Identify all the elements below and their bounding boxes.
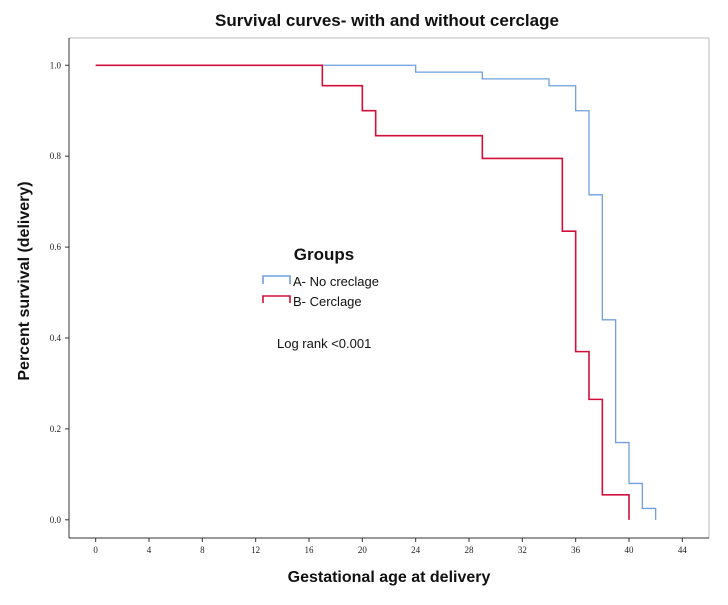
x-tick-label: 36 bbox=[571, 545, 581, 555]
x-tick-label: 40 bbox=[625, 545, 635, 555]
x-axis-label: Gestational age at delivery bbox=[288, 569, 491, 586]
legend: Groups A- No creclage B- Cerclage bbox=[262, 245, 379, 309]
x-ticks: 0 4 8 12 16 20 24 28 32 36 40 44 bbox=[93, 538, 687, 555]
x-tick-label: 44 bbox=[678, 545, 688, 555]
y-tick-label: 0.6 bbox=[50, 242, 62, 252]
y-tick-label: 0.4 bbox=[50, 333, 62, 343]
y-tick-label: 0.2 bbox=[50, 424, 61, 434]
x-tick-label: 16 bbox=[305, 545, 315, 555]
x-tick-label: 0 bbox=[93, 545, 98, 555]
y-axis-label: Percent survival (delivery) bbox=[16, 181, 33, 380]
series-line-cerclage bbox=[95, 64, 630, 520]
x-tick-label: 12 bbox=[251, 545, 260, 555]
y-tick-label: 0.0 bbox=[50, 515, 62, 525]
legend-label-cerclage: B- Cerclage bbox=[293, 294, 362, 309]
x-tick-label: 20 bbox=[358, 545, 368, 555]
legend-title: Groups bbox=[294, 245, 354, 264]
legend-swatch-no-cerclage bbox=[262, 275, 291, 284]
x-tick-label: 24 bbox=[411, 545, 421, 555]
y-tick-label: 0.8 bbox=[50, 151, 62, 161]
legend-swatch-cerclage bbox=[262, 295, 291, 303]
x-tick-label: 28 bbox=[465, 545, 475, 555]
legend-label-no-cerclage: A- No creclage bbox=[293, 274, 379, 289]
chart-title: Survival curves- with and without cercla… bbox=[215, 11, 559, 30]
x-tick-label: 8 bbox=[200, 545, 205, 555]
y-ticks: 0.0 0.2 0.4 0.6 0.8 1.0 bbox=[50, 60, 69, 525]
log-rank-annotation: Log rank <0.001 bbox=[277, 336, 371, 351]
series-layer bbox=[95, 64, 657, 520]
series-line-no-cerclage bbox=[95, 64, 657, 520]
y-tick-label: 1.0 bbox=[50, 60, 62, 70]
x-tick-label: 4 bbox=[147, 545, 152, 555]
x-tick-label: 32 bbox=[518, 545, 527, 555]
